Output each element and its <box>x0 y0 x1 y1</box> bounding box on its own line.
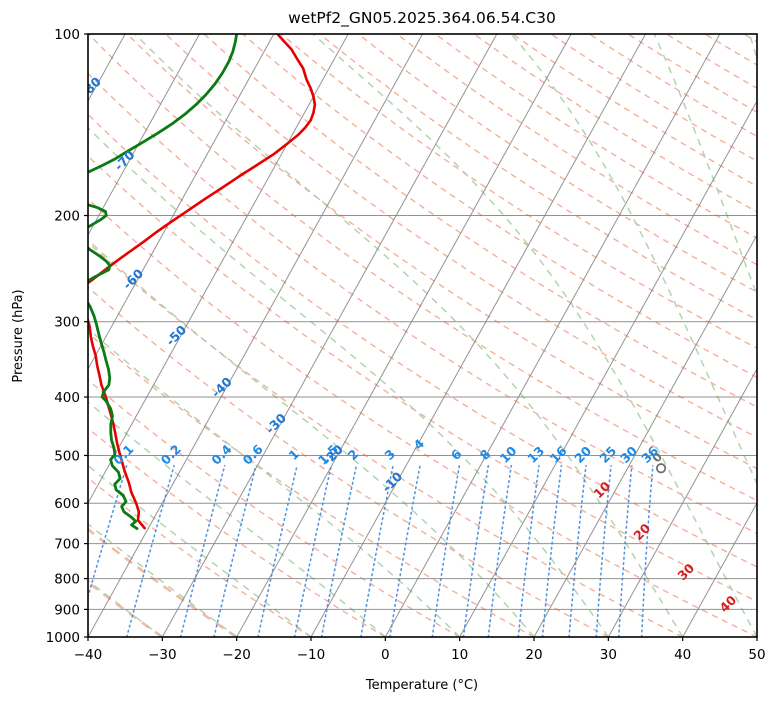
dry-adiabat-line <box>280 34 757 350</box>
moist-adiabat-line <box>510 34 757 486</box>
dry-adiabat-line <box>319 34 757 321</box>
dry-adiabat-line <box>126 34 757 470</box>
moist-adiabat-line <box>653 34 757 298</box>
dry-adiabat-line <box>88 34 757 502</box>
dry-adiabat-line <box>88 72 757 535</box>
dry-adiabat-lines <box>88 34 757 637</box>
y-axis-ticks: 100 200 300 400 500 600 700 800 900 1000 <box>46 27 88 646</box>
moist-adiabat-line <box>88 400 386 637</box>
x-tick-label: 10 <box>451 647 468 663</box>
isotherm-line <box>682 501 757 637</box>
isotherm-line <box>236 34 572 637</box>
plot-area: 0 -100-90-80-70-60-50-40-30-20-10 0.10.2… <box>87 33 758 638</box>
isotherm-line <box>88 34 275 371</box>
isotherm-line <box>533 233 757 637</box>
moist-adiabat-line <box>88 238 535 637</box>
lcl-marker-icon <box>655 463 667 474</box>
dry-adiabat-line <box>203 34 757 408</box>
isotherm-line <box>161 34 498 637</box>
x-tick-label: 20 <box>525 647 542 663</box>
dry-adiabat-line <box>242 34 757 379</box>
x-tick-label: 0 <box>381 647 390 663</box>
x-tick-label: −20 <box>222 647 251 663</box>
mixing-ratio-line <box>179 464 226 637</box>
y-tick-label: 900 <box>54 602 80 618</box>
dry-adiabat-line <box>88 155 757 603</box>
x-tick-label: 30 <box>600 647 617 663</box>
isotherm-line <box>88 34 349 505</box>
dry-adiabat-line <box>88 331 535 637</box>
y-tick-label: 200 <box>54 209 80 225</box>
y-tick-label: 600 <box>54 496 80 512</box>
dry-adiabat-line <box>88 427 386 637</box>
axes-frame <box>87 33 758 638</box>
moist-adiabat-line <box>88 464 312 637</box>
dry-adiabat-line <box>88 113 757 568</box>
x-tick-label: −40 <box>74 647 103 663</box>
page-title: wetPf2_GN05.2025.364.06.54.C30 <box>288 9 556 28</box>
mixing-ratio-line <box>88 464 128 600</box>
mixing-ratio-line <box>640 464 654 637</box>
x-tick-label: −30 <box>148 647 177 663</box>
y-tick-label: 500 <box>54 448 80 464</box>
isotherm-line <box>88 34 423 637</box>
dry-adiabat-line <box>88 580 164 637</box>
mixing-ratio-line <box>213 464 257 637</box>
mixing-ratio-line <box>568 464 587 637</box>
moist-adiabat-line <box>88 126 609 637</box>
x-axis-ticks: −40 −30 −20 −10 0 10 20 30 40 50 <box>74 637 766 663</box>
y-tick-label: 1000 <box>46 630 80 646</box>
isobar-lines <box>88 34 757 637</box>
moist-adiabat-line <box>312 34 757 637</box>
moist-adiabat-line <box>88 579 163 637</box>
isotherm-lines <box>88 34 757 637</box>
x-tick-label: 40 <box>674 647 691 663</box>
y-tick-label: 400 <box>54 390 80 406</box>
isotherm-line <box>607 367 757 637</box>
dry-adiabat-line <box>165 34 757 439</box>
dry-adiabat-line <box>88 241 683 637</box>
isotherm-line <box>88 34 200 237</box>
dry-adiabat-line <box>88 379 461 637</box>
y-tick-label: 800 <box>54 572 80 588</box>
y-tick-label: 300 <box>54 315 80 331</box>
x-axis-label: Temperature (°C) <box>365 678 478 693</box>
dry-adiabat-line <box>88 477 312 637</box>
x-tick-label: 50 <box>748 647 765 663</box>
isotherm-line <box>459 99 757 637</box>
mixing-ratio-line <box>125 464 175 637</box>
dry-adiabat-line <box>88 286 609 637</box>
isotherm-line <box>310 34 646 637</box>
y-tick-label: 100 <box>54 27 80 43</box>
isotherm-line <box>384 34 721 637</box>
dry-adiabat-line <box>357 34 757 293</box>
moist-adiabat-line <box>88 523 238 637</box>
axes-background <box>88 34 757 637</box>
sounding-curve-dewpoint <box>88 34 239 530</box>
x-tick-label: −10 <box>297 647 326 663</box>
y-tick-label: 700 <box>54 537 80 553</box>
y-axis-label: Pressure (hPa) <box>11 289 26 382</box>
mixing-ratio-line <box>595 464 612 637</box>
